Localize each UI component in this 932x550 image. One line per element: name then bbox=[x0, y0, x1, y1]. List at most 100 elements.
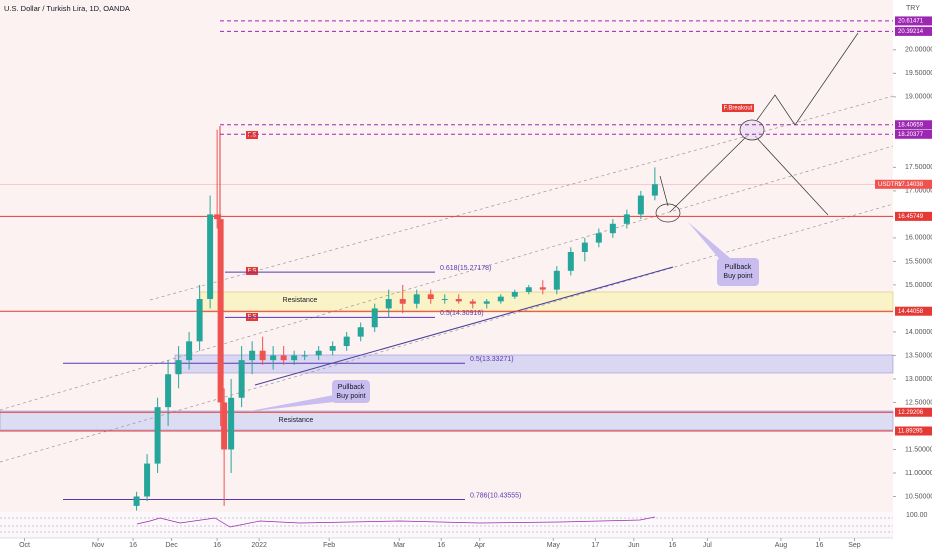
candle-body bbox=[144, 463, 151, 497]
candle-body bbox=[609, 223, 616, 234]
callout-box bbox=[332, 380, 370, 403]
indicator-guides bbox=[0, 517, 893, 533]
level-label-bg bbox=[895, 426, 932, 436]
candle-body bbox=[567, 252, 574, 271]
channel-line bbox=[149, 95, 894, 301]
y-tick-label: 19.50000 bbox=[905, 70, 932, 77]
x-tick-label: 16 bbox=[668, 542, 676, 549]
candle-body bbox=[371, 308, 378, 328]
zone-label: Resistance bbox=[283, 297, 318, 304]
candle-body bbox=[581, 242, 588, 253]
candle-body bbox=[441, 299, 448, 301]
tag-text: F.S bbox=[248, 133, 257, 139]
y-tick-label: 11.50000 bbox=[905, 446, 932, 453]
candle-body bbox=[165, 374, 172, 408]
x-tick-label: Dec bbox=[165, 542, 178, 549]
x-tick-label: 16 bbox=[129, 542, 137, 549]
candle-body bbox=[329, 346, 336, 351]
y-tick-label: 10.50000 bbox=[905, 493, 932, 500]
tag bbox=[722, 104, 754, 112]
candle-body bbox=[651, 184, 658, 196]
candle-body bbox=[217, 219, 224, 403]
x-tick-label: 16 bbox=[437, 542, 445, 549]
candle-body bbox=[221, 402, 228, 450]
level-label-bg bbox=[895, 129, 932, 139]
zone-label: Resistance bbox=[279, 417, 314, 424]
fib-label: 0.5(13.33271) bbox=[470, 356, 514, 363]
channel-line bbox=[0, 203, 894, 463]
last-price-symbol: USDTRY bbox=[878, 182, 903, 188]
price-axis bbox=[893, 0, 932, 550]
callout-text: Buy point bbox=[723, 273, 752, 280]
x-tick-label: 16 bbox=[213, 542, 221, 549]
level-label-bg bbox=[895, 306, 932, 316]
candle-body bbox=[207, 214, 214, 300]
candle-body bbox=[133, 496, 140, 506]
tag bbox=[246, 267, 258, 275]
tag bbox=[246, 131, 258, 139]
support-zone bbox=[174, 354, 894, 374]
y-tick-label: 14.00000 bbox=[905, 329, 932, 336]
candle-body bbox=[228, 397, 235, 450]
currency-label: TRY bbox=[906, 5, 920, 12]
x-tick-label: Feb bbox=[323, 542, 335, 549]
level-label: 18.20377 bbox=[898, 132, 924, 138]
x-tick-label: 17 bbox=[591, 542, 599, 549]
level-label: 14.44058 bbox=[898, 309, 924, 315]
candle-body bbox=[154, 407, 161, 464]
last-price-bg bbox=[875, 179, 932, 189]
trend-line bbox=[254, 266, 674, 386]
last-price-label: 17.14038 bbox=[898, 182, 924, 188]
candle-body bbox=[301, 355, 308, 357]
x-tick-label: Sep bbox=[848, 542, 861, 549]
indicator-line bbox=[136, 516, 656, 528]
candle-body bbox=[196, 299, 203, 342]
indicator-pane bbox=[0, 512, 893, 538]
tag-text: F.Breakout bbox=[724, 106, 753, 112]
candle-body bbox=[525, 287, 532, 292]
y-tick-label: 20.00000 bbox=[905, 47, 932, 54]
y-tick-label: 17.50000 bbox=[905, 164, 932, 171]
candle-body bbox=[511, 291, 518, 297]
candle-body bbox=[469, 301, 476, 304]
y-tick-label: 15.00000 bbox=[905, 282, 932, 289]
candle-body bbox=[497, 296, 504, 302]
callout-text: Pullback bbox=[725, 264, 752, 271]
candle-body bbox=[413, 294, 420, 304]
candle-body bbox=[315, 350, 322, 356]
candle-body bbox=[186, 341, 193, 361]
callout-box bbox=[717, 258, 759, 286]
x-tick-label: Oct bbox=[19, 542, 30, 549]
y-tick-label: 16.00000 bbox=[905, 235, 932, 242]
candle-body bbox=[553, 270, 560, 290]
callout-pointer bbox=[688, 222, 730, 262]
chart-title: U.S. Dollar / Turkish Lira, 1D, OANDA bbox=[4, 4, 130, 13]
fib-label: 0.618(15.27178) bbox=[440, 265, 491, 272]
level-label-bg bbox=[895, 120, 932, 130]
level-label-bg bbox=[895, 26, 932, 36]
level-label: 20.61471 bbox=[898, 19, 924, 25]
tag-text: F.S bbox=[248, 269, 257, 275]
candle-body bbox=[427, 294, 434, 300]
x-tick-label: Jun bbox=[628, 542, 639, 549]
candle-body bbox=[539, 287, 546, 290]
candle-body bbox=[343, 336, 350, 347]
callout-text: Pullback bbox=[338, 384, 365, 391]
fib-label: 0.786(10.43555) bbox=[470, 492, 521, 499]
candle-body bbox=[399, 299, 406, 304]
x-tick-label: 2022 bbox=[251, 542, 267, 549]
candle-body bbox=[214, 214, 221, 220]
y-tick-label: 19.00000 bbox=[905, 94, 932, 101]
indicator-label: 100.00 bbox=[906, 512, 928, 519]
y-tick-label: 13.50000 bbox=[905, 352, 932, 359]
plot-background bbox=[0, 0, 893, 512]
candle-body bbox=[637, 195, 644, 215]
candle-body bbox=[595, 233, 602, 243]
candle-body bbox=[280, 355, 287, 361]
y-tick-label: 11.00000 bbox=[905, 470, 932, 477]
channel-line bbox=[0, 145, 894, 411]
candle-body bbox=[483, 301, 490, 304]
level-label-bg bbox=[895, 211, 932, 221]
candle-body bbox=[291, 355, 298, 361]
